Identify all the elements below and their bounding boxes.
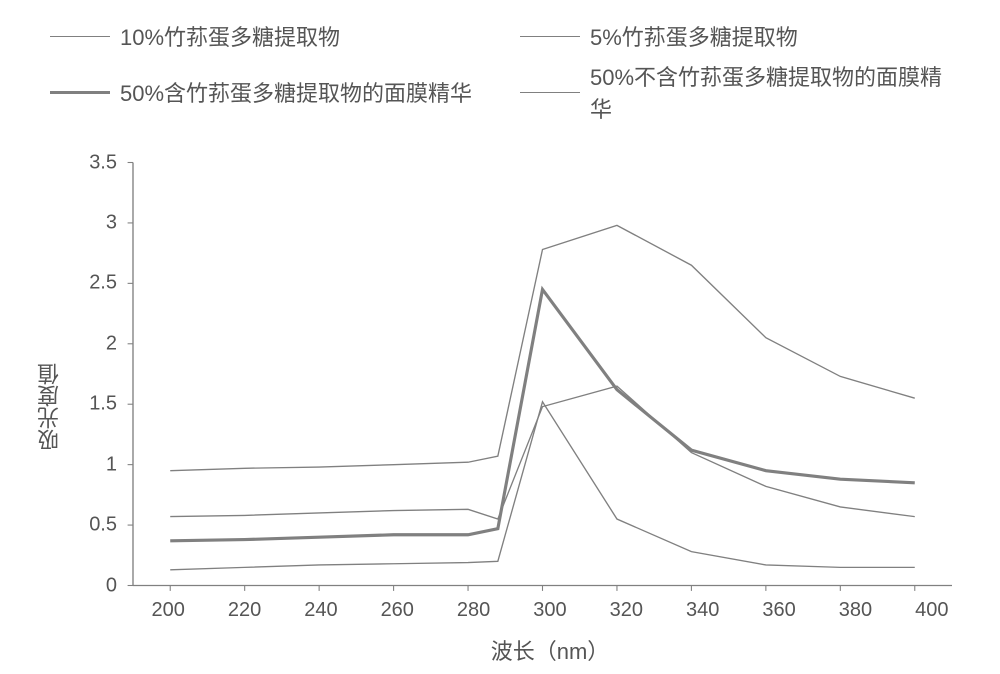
x-tick-label: 300 <box>512 599 588 622</box>
legend-label: 50%不含竹荪蛋多糖提取物的面膜精华 <box>590 60 950 124</box>
legend: 10%竹荪蛋多糖提取物 5%竹荪蛋多糖提取物 50%含竹荪蛋多糖提取物的面膜精华… <box>30 20 970 149</box>
plot-column: 0 0.5 1 1.5 2 2.5 3 3.5 20022024026028030032034… <box>70 149 970 666</box>
legend-item: 50%含竹荪蛋多糖提取物的面膜精华 <box>50 60 480 124</box>
chart-body: 吸光度值 0 0.5 1 1.5 2 2.5 3 3.5 200220240260280300… <box>30 149 970 666</box>
y-tick-label: 2.5 <box>89 272 117 295</box>
y-tick-label: 2 <box>106 332 117 355</box>
legend-swatch <box>50 36 110 37</box>
x-tick-label: 200 <box>130 599 206 622</box>
y-tick-label: 1.5 <box>89 393 117 416</box>
y-axis-label: 吸光度值 <box>30 149 70 666</box>
legend-label: 5%竹荪蛋多糖提取物 <box>590 20 798 52</box>
x-tick-label: 240 <box>283 599 359 622</box>
x-tick-label: 260 <box>359 599 435 622</box>
x-ticks: 200220240260280300320340360380400 <box>70 599 970 622</box>
y-tick-label: 0 <box>106 574 117 597</box>
y-tick-label: 3.5 <box>89 151 117 174</box>
legend-label: 50%含竹荪蛋多糖提取物的面膜精华 <box>120 76 472 108</box>
x-axis-label: 波长（nm） <box>70 622 970 666</box>
x-tick-label: 220 <box>206 599 282 622</box>
x-tick-label: 320 <box>588 599 664 622</box>
y-tick-label: 0.5 <box>89 514 117 537</box>
x-tick-label: 280 <box>435 599 511 622</box>
y-tick-label: 1 <box>106 453 117 476</box>
legend-swatch <box>520 36 580 37</box>
y-ticks: 0 0.5 1 1.5 2 2.5 3 3.5 <box>70 149 125 599</box>
x-tick-label: 360 <box>741 599 817 622</box>
x-tick-label: 340 <box>665 599 741 622</box>
x-tick-label: 400 <box>894 599 970 622</box>
legend-swatch <box>50 91 110 94</box>
legend-item: 5%竹荪蛋多糖提取物 <box>520 20 950 52</box>
chart-container: 10%竹荪蛋多糖提取物 5%竹荪蛋多糖提取物 50%含竹荪蛋多糖提取物的面膜精华… <box>0 0 1000 674</box>
legend-item: 50%不含竹荪蛋多糖提取物的面膜精华 <box>520 60 950 124</box>
plot-area: 0 0.5 1 1.5 2 2.5 3 3.5 <box>70 149 970 599</box>
legend-swatch <box>520 92 580 93</box>
x-tick-label: 380 <box>817 599 893 622</box>
legend-label: 10%竹荪蛋多糖提取物 <box>120 20 340 52</box>
legend-item: 10%竹荪蛋多糖提取物 <box>50 20 480 52</box>
y-tick-label: 3 <box>106 211 117 234</box>
plot-svg <box>70 149 970 599</box>
